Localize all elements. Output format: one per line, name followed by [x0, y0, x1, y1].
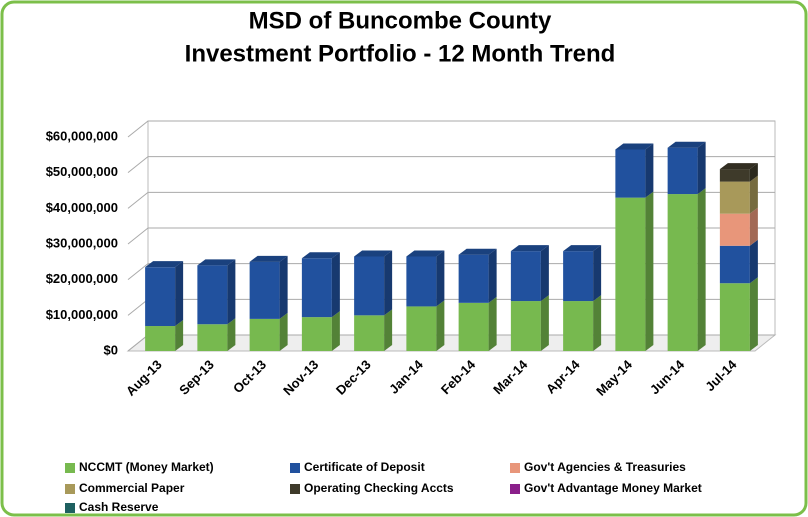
bar-side — [175, 320, 184, 351]
bar-segment — [719, 245, 750, 284]
bar-top — [615, 143, 654, 150]
bar-side — [749, 277, 758, 351]
bar-segment — [197, 265, 228, 325]
chart-title: MSD of Buncombe County — [249, 7, 552, 34]
legend-swatch — [510, 463, 520, 473]
bar-side — [227, 259, 236, 325]
bar-top — [510, 245, 549, 252]
bar-segment — [249, 318, 280, 351]
bar-side — [279, 312, 288, 351]
bar-segment — [563, 301, 594, 351]
bar-top — [301, 252, 340, 259]
legend-swatch — [290, 484, 300, 494]
bar-top — [563, 245, 602, 252]
bar-segment — [354, 315, 385, 351]
bar-top — [667, 141, 706, 148]
grid-line — [127, 227, 775, 245]
bar-side — [331, 252, 340, 318]
bar-segment — [510, 251, 541, 302]
bar-segment — [719, 283, 750, 351]
bar-side — [697, 188, 706, 351]
bar-segment — [510, 301, 541, 351]
legend-swatch — [65, 484, 75, 494]
bar-side — [488, 248, 497, 303]
legend-label: Gov't Agencies & Treasuries — [524, 460, 686, 474]
bar-side — [488, 296, 497, 351]
bar-top — [406, 250, 445, 257]
bar-segment — [145, 326, 176, 351]
bar-side — [749, 239, 758, 284]
bar-side — [175, 261, 184, 327]
bar-side — [331, 311, 340, 351]
legend-swatch — [510, 484, 520, 494]
bar-segment — [667, 147, 698, 195]
bar-segment — [458, 302, 489, 351]
chart-subtitle: Investment Portfolio - 12 Month Trend — [185, 40, 616, 67]
y-tick-label: $10,000,000 — [46, 307, 118, 322]
bar-segment — [406, 306, 437, 351]
bar-segment — [719, 181, 750, 214]
bar-side — [540, 295, 549, 351]
grid-line — [127, 156, 775, 174]
legend-swatch — [65, 503, 75, 513]
bar-top — [458, 248, 497, 255]
y-tick-label: $60,000,000 — [46, 128, 118, 143]
y-tick-label: $50,000,000 — [46, 164, 118, 179]
bar-top — [719, 163, 758, 170]
bar-side — [697, 141, 706, 195]
bar-segment — [301, 317, 332, 351]
bar-side — [593, 245, 602, 302]
bar-top — [197, 259, 236, 266]
legend-label: Operating Checking Accts — [304, 481, 454, 495]
bar-top — [249, 255, 288, 262]
y-tick-label: $30,000,000 — [46, 235, 118, 250]
y-tick-label: $40,000,000 — [46, 200, 118, 215]
bar-side — [749, 163, 758, 182]
bar-segment — [667, 194, 698, 351]
legend-swatch — [65, 463, 75, 473]
bar-segment — [145, 267, 176, 327]
grid-line — [127, 191, 775, 209]
bar-side — [279, 255, 288, 319]
bar-segment — [563, 251, 594, 302]
y-tick-label: $20,000,000 — [46, 271, 118, 286]
bar-side — [645, 143, 654, 198]
bar-segment — [458, 254, 489, 303]
legend-label: Cash Reserve — [79, 500, 159, 514]
bar-side — [749, 207, 758, 246]
bar-side — [436, 250, 445, 307]
bar-side — [227, 318, 236, 351]
y-tick-label: $0 — [104, 342, 118, 357]
bar-top — [145, 261, 184, 268]
bar-side — [749, 175, 758, 214]
bar-side — [384, 309, 393, 351]
bar-segment — [406, 256, 437, 307]
bar-side — [540, 245, 549, 302]
bar-segment — [615, 149, 646, 198]
legend-label: Certificate of Deposit — [304, 460, 425, 474]
bar-segment — [719, 169, 750, 182]
bar-side — [593, 295, 602, 351]
bar-segment — [301, 258, 332, 318]
legend-label: Gov't Advantage Money Market — [524, 481, 702, 495]
legend-swatch — [290, 463, 300, 473]
bar-side — [384, 250, 393, 316]
grid-line — [127, 120, 775, 138]
bar-segment — [719, 213, 750, 246]
bar-segment — [615, 197, 646, 351]
legend-label: NCCMT (Money Market) — [79, 460, 214, 474]
bar-segment — [197, 324, 228, 351]
legend-label: Commercial Paper — [79, 481, 185, 495]
bar-segment — [249, 261, 280, 319]
bar-side — [645, 191, 654, 351]
bar-top — [354, 250, 393, 257]
bar-side — [436, 300, 445, 351]
bar-segment — [354, 256, 385, 316]
